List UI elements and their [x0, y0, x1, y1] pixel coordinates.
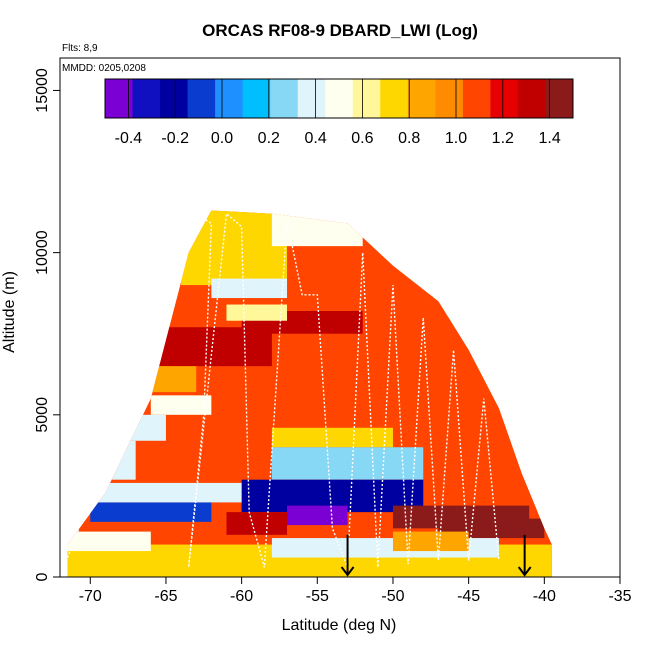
- colorbar-tick-label-4: 0.4: [304, 130, 326, 147]
- colorbar-swatch-5: [242, 79, 271, 118]
- colorbar-tick-label-6: 0.8: [398, 130, 420, 147]
- y-tick-label-3: 15000: [34, 68, 51, 113]
- colorbar-swatch-12: [435, 79, 464, 118]
- y-axis: 0 5000 10000 15000: [34, 68, 60, 581]
- y-tick-label-0: 0: [34, 572, 51, 581]
- arrow-marker-0: [340, 534, 355, 577]
- colorbar-tick-label-2: 0.0: [211, 130, 233, 147]
- heatmap-region-4: [181, 210, 288, 286]
- y-axis-label: Altitude (m): [1, 271, 18, 353]
- heatmap-region-17: [75, 482, 242, 503]
- y-tick-label-1: 5000: [34, 397, 51, 433]
- flight-track-layer: [66, 209, 500, 568]
- colorbar-swatch-15: [517, 79, 546, 118]
- heatmap-region-10: [120, 414, 166, 441]
- x-tick-label-2: -60: [230, 588, 253, 605]
- colorbar-swatch-1: [132, 79, 161, 118]
- colorbar-swatch-8: [325, 79, 354, 118]
- flight-track-line: [66, 209, 500, 568]
- colorbar-swatch-14: [490, 79, 519, 118]
- heatmap-region-6: [211, 278, 288, 299]
- heatmap-region-7: [226, 304, 288, 321]
- date-annotation: MMDD: 0205,0208: [62, 63, 146, 74]
- heatmap-region-15: [287, 505, 348, 526]
- x-tick-label-5: -45: [457, 588, 480, 605]
- colorbar-swatch-6: [270, 79, 299, 118]
- heatmap-region-18: [226, 512, 288, 535]
- colorbar-tick-label-1: -0.2: [161, 130, 189, 147]
- colorbar-swatch-9: [352, 79, 381, 118]
- heatmap-region-24: [392, 531, 469, 552]
- colorbar-tick-label-5: 0.6: [351, 130, 373, 147]
- colorbar-swatch-11: [407, 79, 436, 118]
- x-axis: -70 -65 -60 -55 -50 -45 -40 -35: [79, 577, 632, 605]
- heatmap-region-3: [150, 327, 272, 367]
- colorbar-swatch-2: [160, 79, 189, 118]
- y-tick-label-2: 10000: [34, 230, 51, 275]
- plot-frame: [59, 57, 621, 578]
- flights-annotation: Flts: 8,9: [62, 43, 98, 54]
- colorbar-swatch-16: [545, 79, 574, 118]
- arrow-layer: [340, 534, 532, 577]
- colorbar-tick-label-0: -0.4: [115, 130, 143, 147]
- x-tick-label-4: -50: [381, 588, 404, 605]
- colorbar-swatch-4: [215, 79, 244, 118]
- heatmap-region-16: [90, 502, 212, 522]
- colorbar-swatch-13: [462, 79, 491, 118]
- arrow-marker-1: [517, 534, 532, 577]
- x-axis-label: Latitude (deg N): [282, 617, 397, 634]
- chart-title: ORCAS RF08-9 DBARD_LWI (Log): [202, 21, 478, 40]
- colorbar-border: [104, 78, 574, 119]
- x-tick-label-0: -70: [79, 588, 102, 605]
- colorbar-swatch-0: [105, 79, 134, 118]
- heatmap-region-13: [271, 447, 424, 480]
- heatmap-layer: [67, 210, 552, 577]
- heatmap-region-23: [67, 531, 151, 552]
- heatmap-region-9: [150, 395, 212, 415]
- colorbar-swatch-3: [187, 79, 216, 118]
- heatmap-region-8: [135, 366, 197, 393]
- colorbar: -0.4 -0.2 0.0 0.2 0.4 0.6 0.8 1.0 1.2 1.4: [62, 74, 617, 156]
- colorbar-tick-label-7: 1.0: [445, 130, 467, 147]
- heatmap-region-12: [271, 427, 393, 448]
- colorbar-tick-label-9: 1.4: [538, 130, 560, 147]
- colorbar-tick-label-8: 1.2: [492, 130, 514, 147]
- x-tick-label-3: -55: [306, 588, 329, 605]
- x-tick-label-1: -65: [154, 588, 177, 605]
- x-tick-label-7: -35: [608, 588, 631, 605]
- x-tick-label-6: -40: [533, 588, 556, 605]
- colorbar-tick-label-3: 0.2: [258, 130, 280, 147]
- colorbar-swatch-7: [297, 79, 326, 118]
- colorbar-swatch-10: [380, 79, 409, 118]
